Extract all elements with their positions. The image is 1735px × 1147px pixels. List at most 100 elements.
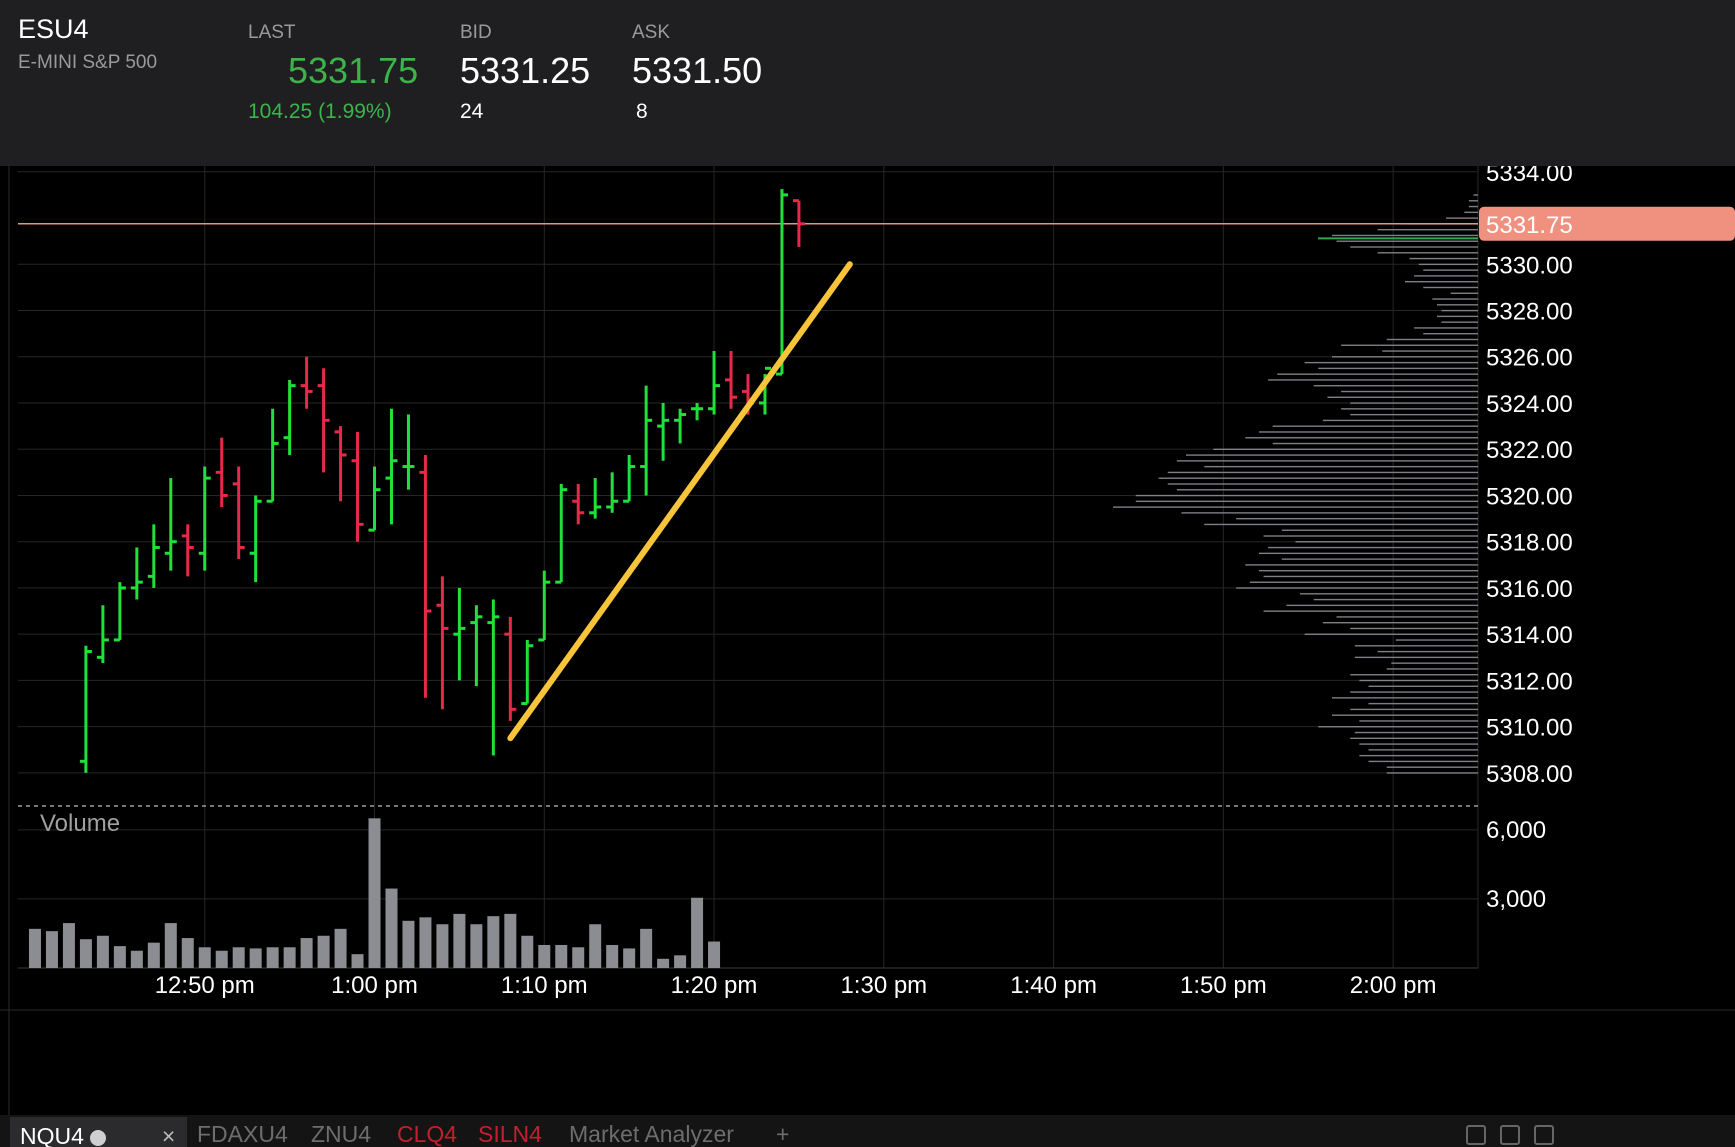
volume-profile-bin [1341,408,1478,410]
ohlc-bar [385,408,398,525]
settings-icon[interactable] [1500,1125,1520,1145]
ohlc-bar [215,437,228,508]
volume-bars [28,818,721,968]
price-tick-label: 5324.00 [1486,391,1573,418]
price-chart[interactable]: Volume 5334.00 5330.00 5328.00 5326.00 5324.… [0,166,1735,1115]
volume-profile-bin [1386,668,1478,670]
volume-profile-bin [1167,483,1478,485]
volume-profile-bin [1391,662,1478,664]
volume-bar [657,958,670,968]
close-tab-icon[interactable]: × [161,1123,176,1147]
volume-profile-bin [1272,425,1478,427]
volume-bar [113,946,126,968]
volume-bar [198,947,211,968]
volume-bar [215,950,228,968]
ohlc-bar [96,605,109,664]
volume-profile-bin [1368,749,1478,751]
price-tick-label: 5320.00 [1486,483,1573,510]
volume-profile-bin [1186,454,1478,456]
add-tab-button[interactable]: + [776,1121,789,1147]
price-tick-label: 5334.00 [1486,166,1573,187]
volume-profile-bin [1259,552,1478,555]
volume-profile-bin [1304,361,1478,364]
trend-line[interactable] [507,261,853,742]
price-tick-label: 5316.00 [1486,576,1573,603]
tab-clq4[interactable]: CLQ4 [397,1121,457,1147]
volume-profile-bin [1354,656,1478,659]
workspace-tab-bar: NQU4 × FDAXU4 ZNU4 CLQ4 SILN4 Market Analyzer + [0,1115,1735,1147]
volume-profile-bin [1158,477,1478,479]
ohlc-bar [300,356,313,409]
ohlc-bar [708,350,721,415]
window-icon[interactable] [1466,1125,1486,1145]
volume-profile-bin [1468,205,1478,208]
volume-bar [249,948,262,968]
volume-profile-bin [1259,569,1478,572]
ohlc-bar [572,483,585,525]
price-tick-label: 5318.00 [1486,530,1573,557]
volume-profile-bin [1295,541,1478,543]
volume-profile-bin [1350,674,1478,676]
time-tick-label: 12:50 pm [155,972,255,999]
volume-profile-bin [1268,379,1478,381]
volume-profile-bin [1473,194,1478,196]
ohlc-bar [130,547,143,600]
bid-size: 24 [460,100,484,123]
ohlc-bar [453,587,466,681]
more-icon[interactable] [1534,1125,1554,1145]
volume-bar [589,924,602,968]
net-change: 104.25 (1.99%) [248,100,392,123]
price-bars [79,189,805,773]
ohlc-bar [113,582,126,642]
volume-profile-bin [1204,523,1478,526]
volume-profile-bin [1377,650,1478,653]
volume-bar [334,928,347,968]
price-tick-label: 5322.00 [1486,437,1573,464]
bid-price: 5331.25 [460,50,591,91]
volume-bar [436,924,449,968]
ohlc-bar [436,576,449,710]
ohlc-bar [640,385,653,496]
volume-profile-bin [1313,385,1478,387]
volume-profile-bin [1304,633,1478,635]
time-axis[interactable]: 12:50 pm 1:00 pm 1:10 pm 1:20 pm 1:30 pm 1:40… [155,972,1437,999]
ask-price: 5331.50 [632,50,763,91]
instrument-symbol[interactable]: ESU4 [18,14,89,44]
volume-profile-bin [1432,298,1478,300]
volume-profile-bin [1336,616,1478,618]
volume-bar [79,939,92,968]
volume-profile-bin [1368,702,1478,705]
price-tick-label: 5312.00 [1486,668,1573,695]
volume-profile-bin [1368,760,1478,763]
tab-nqu4[interactable]: NQU4 × [10,1117,188,1147]
last-price-badge-label: 5331.75 [1486,212,1573,239]
volume-profile [1113,194,1478,774]
tab-znu4[interactable]: ZNU4 [311,1121,371,1147]
tab-market-analyzer[interactable]: Market Analyzer [569,1121,734,1147]
ask-label: ASK [632,22,671,43]
tab-label: SILN4 [478,1121,542,1147]
ohlc-bar [589,478,602,519]
volume-profile-bin [1354,731,1478,734]
volume-bar [606,944,619,968]
volume-bar [504,913,517,968]
volume-profile-bin [1176,460,1478,462]
volume-profile-bin [1135,500,1478,503]
volume-profile-bin [1236,587,1478,589]
volume-bar [300,938,313,968]
price-tick-label: 5328.00 [1486,298,1573,325]
ohlc-bar [402,414,415,490]
volume-bar [232,947,245,968]
volume-profile-bin [1336,240,1478,242]
tab-fdaxu4[interactable]: FDAXU4 [197,1121,288,1147]
volume-profile-bin [1350,691,1478,693]
instrument-description: E-MINI S&P 500 [18,52,158,73]
price-axis[interactable]: 5334.00 5330.00 5328.00 5326.00 5324.00 5322.… [1486,166,1573,788]
time-tick-label: 1:10 pm [501,972,588,999]
price-tick-label: 5308.00 [1486,761,1573,788]
volume-bar [572,947,585,968]
ohlc-bar [181,524,194,577]
volume-panel-label: Volume [40,810,120,837]
tab-siln4[interactable]: SILN4 [478,1121,542,1147]
volume-bar [708,941,721,968]
